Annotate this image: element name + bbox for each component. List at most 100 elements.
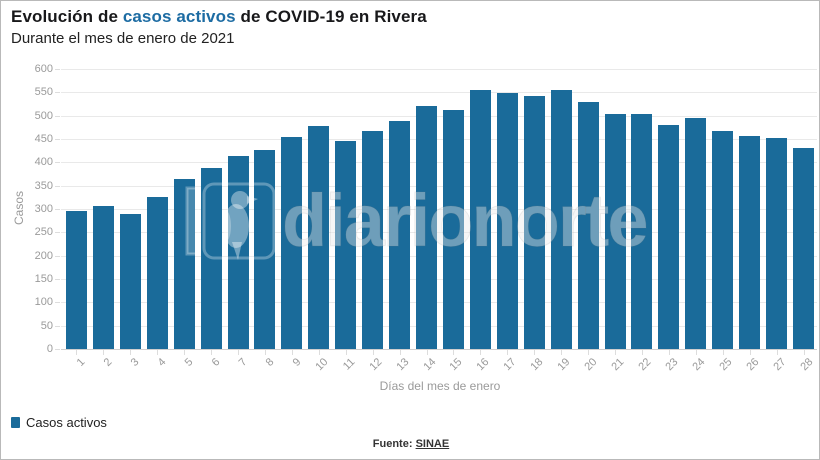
bar-day-11[interactable] (335, 141, 357, 349)
bar-day-19[interactable] (550, 89, 572, 349)
bar-day-22[interactable] (631, 113, 653, 349)
x-axis-title: Días del mes de enero (379, 379, 501, 393)
x-tick-mark (76, 350, 78, 355)
y-tick-mark (55, 302, 60, 304)
source-link[interactable]: SINAE (415, 438, 450, 450)
plot-area: Casos 0 50 100 150 200 250 300 350 400 450 500 550 6… (1, 1, 819, 411)
x-tick-mark (238, 350, 240, 355)
chart-title-highlight: casos activos (122, 7, 236, 26)
grid-line (61, 92, 817, 94)
bar-day-23[interactable] (658, 125, 680, 349)
x-tick-mark (695, 350, 697, 355)
grid-line (61, 232, 817, 234)
bar-day-28[interactable] (793, 147, 815, 349)
bar-day-26[interactable] (739, 135, 761, 349)
y-tick-label: 550 (34, 86, 53, 99)
bar-day-20[interactable] (577, 102, 599, 349)
x-tick-mark (345, 350, 347, 355)
bar-day-2[interactable] (92, 205, 114, 349)
y-tick-mark (55, 279, 60, 280)
grid-line (61, 279, 817, 280)
x-tick-mark (722, 350, 724, 355)
chart-subtitle: Durante el mes de enero de 2021 (11, 30, 235, 47)
y-tick-label: 200 (34, 249, 53, 262)
bar-day-18[interactable] (523, 95, 545, 349)
y-tick-mark (55, 139, 60, 140)
bar-day-5[interactable] (173, 178, 195, 349)
x-tick-mark (103, 350, 105, 355)
y-tick-mark (55, 325, 60, 327)
bar-day-27[interactable] (766, 138, 788, 349)
y-tick-label: 350 (34, 179, 53, 192)
grid-line (61, 139, 817, 140)
bar-day-8[interactable] (254, 149, 276, 349)
x-tick-mark (534, 350, 536, 355)
grid-line (61, 185, 817, 187)
x-tick-mark (588, 350, 590, 355)
grid-line (61, 349, 817, 350)
y-tick-label: 100 (34, 296, 53, 309)
bar-day-7[interactable] (227, 156, 249, 349)
y-tick-mark (55, 115, 60, 117)
bar-day-4[interactable] (146, 197, 168, 349)
y-tick-label: 500 (34, 109, 53, 122)
x-tick-mark (130, 350, 132, 355)
chart-title-prefix: Evolución de (11, 7, 123, 26)
y-tick-label: 400 (34, 156, 53, 169)
x-tick-mark (776, 350, 778, 355)
x-tick-mark (184, 350, 186, 355)
legend-swatch (11, 417, 20, 428)
x-tick-mark (399, 350, 401, 355)
x-tick-mark (561, 350, 563, 355)
x-tick-mark (291, 350, 293, 355)
x-tick-mark (211, 350, 213, 355)
bar-day-24[interactable] (685, 118, 707, 349)
bar-day-14[interactable] (416, 106, 438, 349)
x-tick-mark (641, 350, 643, 355)
bar-day-15[interactable] (442, 109, 464, 349)
y-tick-mark (55, 185, 60, 187)
grid-line (61, 209, 817, 210)
chart-title-suffix: de COVID-19 en Rivera (235, 7, 427, 26)
chart-title: Evolución de casos activos de COVID-19 e… (11, 7, 427, 27)
y-tick-mark (55, 92, 60, 94)
x-tick-mark (453, 350, 455, 355)
y-tick-label: 300 (34, 203, 53, 215)
y-tick-label: 150 (34, 273, 53, 285)
bar-day-13[interactable] (389, 121, 411, 349)
bar-day-9[interactable] (281, 136, 303, 349)
bar-day-3[interactable] (119, 213, 141, 349)
source-label: Fuente: (372, 438, 413, 450)
bar-day-12[interactable] (362, 131, 384, 349)
y-tick-label: 0 (46, 343, 53, 355)
y-tick-mark (55, 69, 60, 70)
y-tick-label: 50 (40, 319, 53, 332)
grid-line (61, 115, 817, 117)
x-tick-mark (318, 350, 320, 355)
y-tick-label: 250 (34, 226, 53, 239)
x-tick-mark (803, 350, 805, 355)
y-tick-mark (55, 232, 60, 234)
x-tick-mark (426, 350, 428, 355)
bar-day-10[interactable] (308, 125, 330, 349)
bar-day-16[interactable] (469, 89, 491, 349)
grid-line (61, 162, 817, 164)
grid-line (61, 255, 817, 257)
grid-line (61, 325, 817, 327)
x-tick-mark (668, 350, 670, 355)
bar-day-6[interactable] (200, 168, 222, 349)
grid-line (61, 302, 817, 304)
y-tick-mark (55, 209, 60, 210)
bar-day-17[interactable] (496, 92, 518, 349)
y-tick-mark (55, 255, 60, 257)
bar-day-25[interactable] (712, 130, 734, 349)
x-tick-mark (615, 350, 617, 355)
y-tick-mark (55, 162, 60, 164)
source-note: Fuente: SINAE (1, 438, 819, 450)
bar-day-1[interactable] (65, 210, 87, 349)
bar-day-21[interactable] (604, 113, 626, 349)
legend-label: Casos activos (26, 415, 107, 430)
x-tick-mark (480, 350, 482, 355)
y-tick-label: 600 (34, 63, 53, 75)
